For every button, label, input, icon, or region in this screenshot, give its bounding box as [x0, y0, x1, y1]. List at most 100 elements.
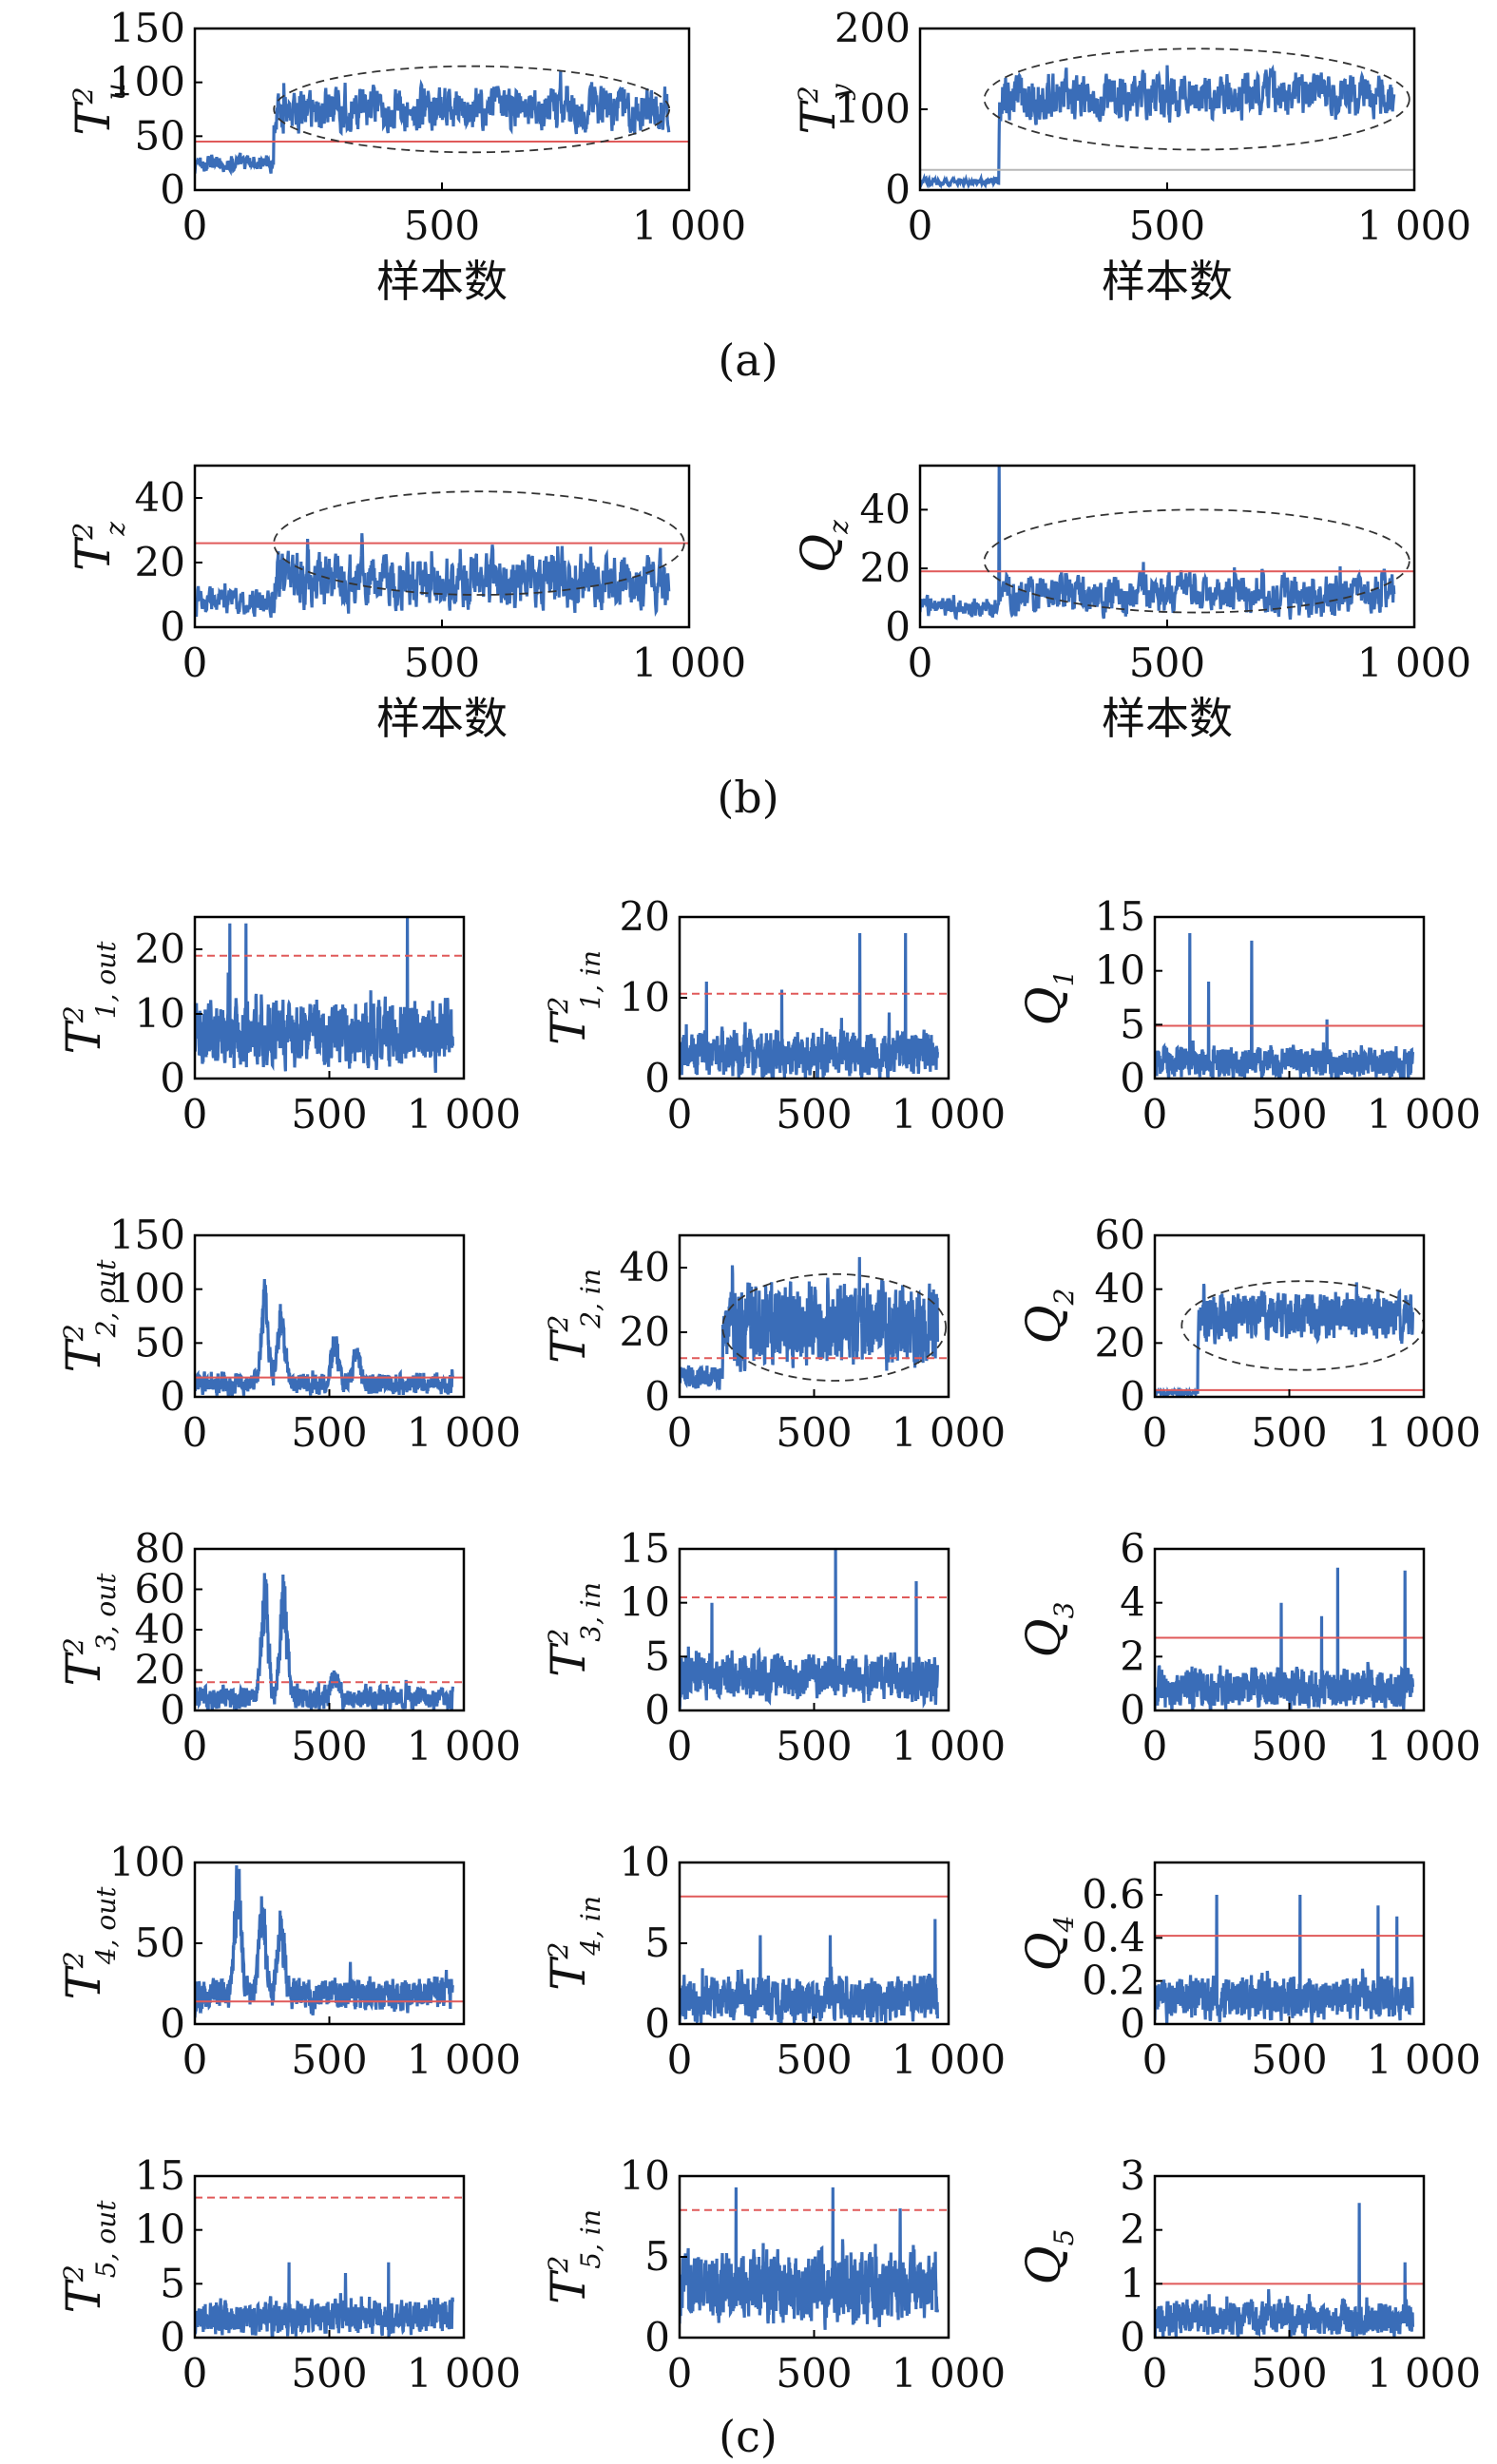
series-line-c53 [1155, 2203, 1414, 2338]
series-line-c21 [195, 1278, 454, 1397]
y-tick-label: 6 [1120, 1525, 1145, 1572]
x-tick-label: 1 000 [407, 1091, 521, 1137]
series-line-a2 [920, 64, 1396, 190]
x-tick-label: 1 000 [892, 1409, 1006, 1456]
plot-a2: 0 500 1 000 0 100 200 T2y 样本数 [791, 5, 1471, 307]
y-axis-label-b2: Qz [791, 520, 854, 573]
x-tick-label: 0 [1142, 2036, 1168, 2083]
y-axis-label-a1: T2u [66, 83, 131, 135]
y-tick-label: 10 [1095, 947, 1145, 994]
y-tick-label: 5 [1120, 1001, 1145, 1047]
y-tick-label: 20 [135, 926, 185, 972]
x-tick-label: 1 000 [1367, 1409, 1481, 1456]
y-tick-label: 5 [644, 2233, 670, 2280]
y-axis-label-c11: T21, out [56, 941, 122, 1055]
series-line-c31 [195, 1573, 454, 1710]
series-line-c32 [680, 1549, 939, 1710]
x-axis-label-a1: 样本数 [376, 256, 508, 307]
y-tick-label: 0.6 [1082, 1871, 1145, 1918]
y-tick-label: 20 [620, 1308, 670, 1355]
x-tick-label: 1 000 [407, 1723, 521, 1769]
x-tick-label: 500 [776, 1409, 852, 1456]
x-tick-label: 500 [776, 1723, 852, 1769]
x-tick-label: 0 [667, 1091, 693, 1137]
y-tick-label: 100 [109, 1266, 185, 1312]
x-tick-label: 500 [291, 2350, 367, 2397]
y-tick-label: 0 [160, 1055, 185, 1101]
x-tick-label: 0 [182, 1091, 208, 1137]
y-axis-label-c12: T21, in [541, 950, 606, 1045]
y-tick-label: 200 [835, 5, 911, 51]
y-tick-label: 15 [1095, 893, 1145, 940]
x-tick-label: 500 [291, 1091, 367, 1137]
x-tick-label: 0 [1142, 1409, 1168, 1456]
x-tick-label: 1 000 [892, 1091, 1006, 1137]
x-tick-label: 0 [908, 202, 933, 249]
x-tick-label: 0 [667, 1409, 693, 1456]
x-tick-label: 500 [776, 2036, 852, 2083]
y-tick-label: 0 [644, 2314, 670, 2360]
x-tick-label: 500 [776, 2350, 852, 2397]
y-tick-label: 50 [135, 1319, 185, 1366]
y-tick-label: 100 [109, 59, 185, 105]
x-tick-label: 0 [667, 2350, 693, 2397]
panel-label-a: (a) [718, 334, 777, 386]
y-tick-label: 20 [1095, 1319, 1145, 1366]
y-axis-label-c32: T23, in [541, 1582, 606, 1677]
y-tick-label: 40 [135, 1606, 185, 1652]
y-tick-label: 15 [620, 1525, 670, 1572]
y-tick-label: 0.4 [1082, 1914, 1145, 1960]
y-tick-label: 150 [109, 5, 185, 51]
y-tick-label: 1 [1120, 2260, 1145, 2306]
fault-ellipse-b2 [983, 508, 1411, 614]
y-axis-label-c43: Q4 [1016, 1916, 1080, 1972]
y-tick-label: 80 [135, 1525, 185, 1572]
x-tick-label: 0 [908, 640, 933, 686]
x-tick-label: 1 000 [1367, 2350, 1481, 2397]
y-tick-label: 0 [1120, 2314, 1145, 2360]
y-tick-label: 0 [1120, 1687, 1145, 1733]
y-tick-label: 60 [135, 1566, 185, 1613]
y-tick-label: 0 [1120, 2000, 1145, 2047]
y-tick-label: 0 [644, 1687, 670, 1733]
y-tick-label: 4 [1120, 1579, 1145, 1626]
y-tick-label: 0 [644, 2000, 670, 2047]
series-line-b1 [195, 533, 671, 619]
y-tick-label: 0.2 [1082, 1958, 1145, 2004]
x-tick-label: 1 000 [1357, 202, 1471, 249]
plot-c23: 0 500 1 000 0 20 40 60 Q2 [1016, 1212, 1481, 1456]
series-line-c43 [1155, 1894, 1414, 2024]
x-axis-label-b1: 样本数 [376, 693, 508, 744]
series-line-a1 [195, 70, 671, 177]
series-line-c13 [1155, 932, 1414, 1079]
x-tick-label: 0 [182, 202, 208, 249]
y-axis-label-c22: T22, in [541, 1269, 606, 1364]
series-line-b2 [920, 466, 1396, 621]
x-tick-label: 500 [776, 1091, 852, 1137]
y-tick-label: 10 [135, 990, 185, 1037]
plot-c42: 0 500 1 000 0 5 10 T24, in [541, 1839, 1006, 2083]
y-axis-label-b1: T2z [66, 522, 131, 571]
y-tick-label: 0 [1120, 1055, 1145, 1101]
plot-c22: 0 500 1 000 0 20 40 T22, in [541, 1233, 1006, 1456]
x-tick-label: 0 [667, 2036, 693, 2083]
plot-c53: 0 500 1 000 0 1 2 3 Q5 [1016, 2152, 1481, 2397]
y-tick-label: 20 [860, 544, 911, 591]
y-axis-label-c53: Q5 [1016, 2229, 1080, 2285]
series-line-c51 [195, 2262, 454, 2338]
y-tick-label: 0 [160, 603, 185, 650]
x-tick-label: 1 000 [1357, 640, 1471, 686]
x-tick-label: 500 [1129, 202, 1205, 249]
y-axis-label-c21: T22, out [56, 1259, 122, 1373]
series-line-c11 [195, 917, 454, 1073]
x-tick-label: 500 [291, 1723, 367, 1769]
x-tick-label: 1 000 [632, 640, 746, 686]
x-tick-label: 500 [1129, 640, 1205, 686]
